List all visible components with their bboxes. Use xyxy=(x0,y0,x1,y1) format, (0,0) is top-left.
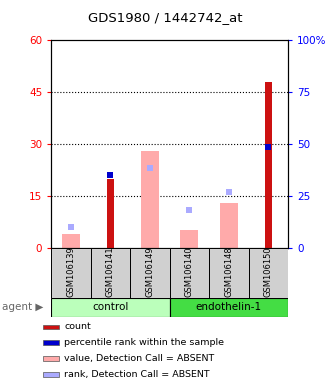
Bar xyxy=(169,248,209,298)
Bar xyxy=(43,341,59,345)
Text: GSM106141: GSM106141 xyxy=(106,246,115,297)
Text: GSM106140: GSM106140 xyxy=(185,246,194,297)
Bar xyxy=(51,248,91,298)
Bar xyxy=(220,203,238,248)
Bar xyxy=(249,248,288,298)
Text: GSM106150: GSM106150 xyxy=(264,246,273,297)
Text: endothelin-1: endothelin-1 xyxy=(196,302,262,312)
Bar xyxy=(169,298,288,317)
Text: rank, Detection Call = ABSENT: rank, Detection Call = ABSENT xyxy=(64,370,210,379)
Text: control: control xyxy=(92,302,129,312)
Bar xyxy=(62,234,80,248)
Text: GDS1980 / 1442742_at: GDS1980 / 1442742_at xyxy=(88,11,243,24)
Bar xyxy=(209,248,249,298)
Bar xyxy=(130,248,169,298)
Text: GSM106149: GSM106149 xyxy=(145,246,155,297)
Text: value, Detection Call = ABSENT: value, Detection Call = ABSENT xyxy=(64,354,214,363)
Bar xyxy=(43,356,59,361)
Bar xyxy=(43,324,59,329)
Text: GSM106139: GSM106139 xyxy=(67,246,75,297)
Bar xyxy=(43,372,59,377)
Bar xyxy=(180,230,198,248)
Bar xyxy=(265,82,272,248)
Bar xyxy=(141,151,159,248)
Bar xyxy=(91,248,130,298)
Text: GSM106148: GSM106148 xyxy=(224,246,233,297)
Text: count: count xyxy=(64,322,91,331)
Text: agent ▶: agent ▶ xyxy=(2,302,43,312)
Bar xyxy=(107,179,114,248)
Text: percentile rank within the sample: percentile rank within the sample xyxy=(64,338,224,347)
Bar xyxy=(51,298,169,317)
